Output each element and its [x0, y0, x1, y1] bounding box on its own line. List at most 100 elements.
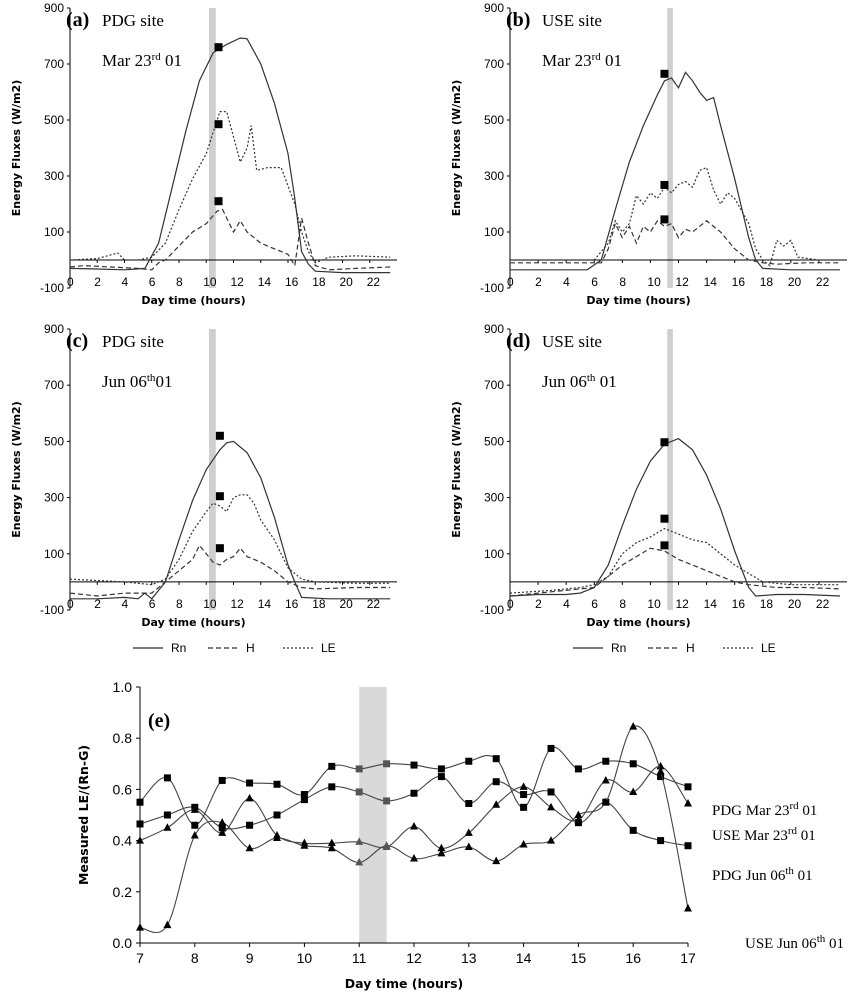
x-tick-label: 0: [507, 275, 514, 289]
data-point-triangle: [163, 823, 172, 831]
x-tick-label: 22: [367, 597, 381, 611]
data-point-square: [163, 811, 171, 819]
measured-marker: [660, 215, 669, 224]
measured-marker: [214, 197, 223, 206]
x-tick-label: 2: [94, 597, 101, 611]
date-label: Mar 23rd 01: [542, 51, 622, 70]
data-point-triangle: [410, 822, 418, 830]
data-point-square: [492, 755, 500, 763]
x-tick-label: 22: [816, 275, 830, 289]
y-tick-label: 300: [484, 169, 504, 183]
x-tick-label: 9: [246, 950, 254, 966]
date-label-tail: 01: [601, 51, 622, 70]
y-tick-label: -100: [480, 603, 504, 617]
measured-marker: [215, 492, 224, 501]
data-point-square: [410, 789, 418, 797]
x-tick-label: 12: [231, 597, 245, 611]
data-point-square: [273, 780, 281, 788]
data-point-square: [465, 799, 473, 807]
data-point-triangle: [218, 818, 227, 826]
site-label: PDG site: [102, 332, 164, 351]
y-tick-label: 100: [44, 225, 64, 239]
x-tick-label: 12: [231, 275, 245, 289]
data-point-triangle: [382, 841, 391, 849]
y-tick-label: 700: [484, 57, 504, 71]
series-label-1-main: PDG Mar 23: [712, 803, 790, 819]
data-point-triangle: [519, 782, 528, 790]
data-point-square: [629, 760, 637, 768]
y-tick-label: 100: [484, 225, 504, 239]
data-point-square: [547, 788, 555, 796]
measured-marker: [660, 69, 669, 78]
x-tick-label: 16: [625, 950, 641, 966]
series-label-4: USE Jun 06th 01: [745, 933, 844, 952]
flux-panel-b: -100 100 300 500 700 900 0 2 4 6 8 10 12 14 16 18 20 22 Da…: [450, 1, 847, 307]
flux-legend: Rn H LE: [133, 641, 336, 655]
data-point-triangle: [547, 802, 555, 811]
x-tick-label: 14: [258, 597, 272, 611]
y-tick-label: 0.6: [113, 781, 133, 797]
y-tick-label: 900: [44, 322, 64, 336]
data-point-triangle: [601, 775, 610, 784]
measured-marker: [660, 438, 669, 447]
data-point-triangle: [136, 923, 144, 931]
legend-label-rn: Rn: [171, 641, 186, 655]
data-point-square: [355, 765, 363, 773]
date-label-tail: 01: [161, 51, 182, 70]
data-point-square: [629, 826, 637, 834]
highlight-band: [667, 8, 673, 288]
panel-letter: (c): [66, 330, 88, 352]
legend-label-le: LE: [761, 641, 776, 655]
x-tick-label: 18: [312, 597, 326, 611]
data-point-square: [136, 820, 144, 828]
panel-letter: (a): [66, 9, 89, 31]
data-point-square: [328, 762, 336, 770]
site-label: USE site: [542, 11, 602, 30]
data-point-triangle: [136, 836, 144, 844]
panel-letter: (d): [506, 330, 530, 352]
x-tick-label: 14: [516, 950, 532, 966]
x-tick-label: 0: [507, 597, 514, 611]
data-point-triangle: [492, 800, 501, 808]
highlight-band: [359, 687, 387, 943]
date-label-main: Mar 23: [102, 51, 152, 70]
y-tick-label: 700: [44, 378, 64, 392]
x-tick-label: 13: [461, 950, 477, 966]
x-tick-label: 2: [94, 275, 101, 289]
x-tick-label: 8: [191, 950, 199, 966]
series-label-1-tail: 01: [799, 803, 818, 819]
data-point-triangle: [190, 830, 199, 839]
data-point-triangle: [574, 810, 583, 818]
x-tick-label: 16: [285, 597, 299, 611]
data-point-square: [273, 811, 281, 819]
data-point-square: [218, 776, 226, 784]
series-label-1: PDG Mar 23rd 01: [712, 800, 817, 819]
flux-panel-c: -100 100 300 500 700 900 0 2 4 6 8 10 12 14 16 18 20 22 Da…: [10, 322, 397, 629]
data-point-square: [657, 773, 665, 781]
y-tick-label: 0.8: [113, 730, 133, 746]
data-point-square: [300, 796, 308, 804]
series-3: [136, 761, 692, 852]
data-point-triangle: [574, 815, 583, 824]
series-line-rn: [70, 440, 391, 600]
y-tick-label: 0.0: [113, 935, 133, 951]
series-label-4-main: USE Jun 06: [745, 936, 817, 952]
data-point-square: [492, 778, 500, 786]
series-label-4-sup: th: [817, 933, 826, 945]
measured-marker: [214, 120, 223, 129]
y-axis-label: Measured LE/(Rn-G): [76, 745, 91, 885]
y-axis-label: Energy Fluxes (W/m2): [10, 401, 23, 537]
measured-marker: [215, 431, 224, 440]
data-point-triangle: [464, 828, 473, 836]
data-point-square: [410, 761, 418, 769]
x-tick-label: 22: [367, 275, 381, 289]
highlight-band: [208, 8, 216, 288]
data-point-triangle: [300, 841, 309, 849]
y-tick-label: 500: [44, 113, 64, 127]
series-label-4-tail: 01: [825, 936, 844, 952]
data-point-square: [520, 791, 528, 799]
site-label: USE site: [542, 332, 602, 351]
x-tick-label: 7: [136, 950, 144, 966]
series-label-2-main: USE Mar 23: [712, 828, 788, 844]
series-line-le: [510, 166, 840, 267]
